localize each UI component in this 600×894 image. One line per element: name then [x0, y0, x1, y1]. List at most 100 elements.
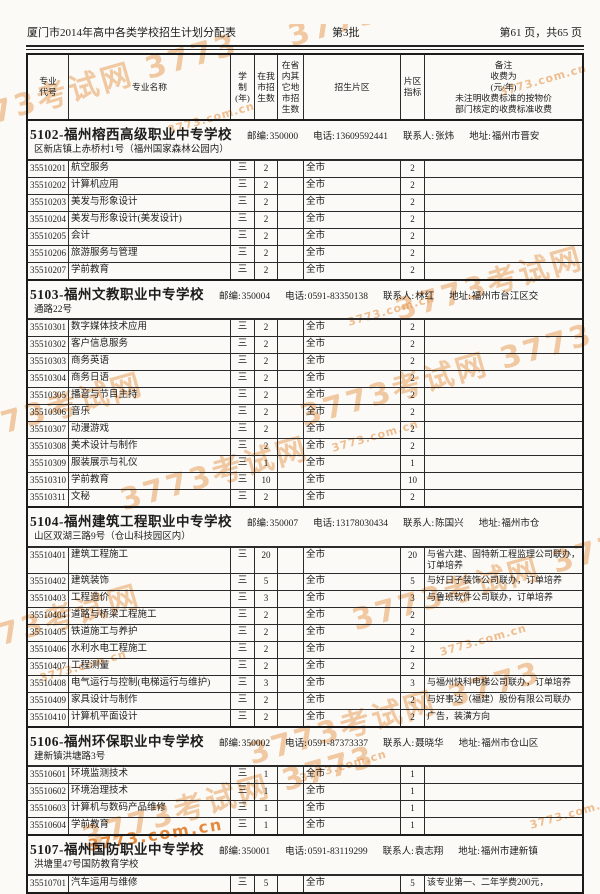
school-contact: 联系人:陈国兴: [403, 519, 464, 529]
contact-value: 聂晓华: [415, 738, 444, 749]
row-quota: 2: [401, 607, 425, 624]
table-row: 35510307 动漫游戏三 2 全市 2: [28, 421, 582, 438]
row-district: 全市: [304, 228, 401, 245]
row-name: 学前教育: [69, 818, 231, 834]
row-district: 全市: [304, 473, 401, 489]
row-other-count: [278, 245, 304, 262]
table-row: 35510406 水利水电工程施工三 2 全市 2: [28, 640, 582, 658]
row-local-count: 2: [255, 405, 278, 421]
row-years: 三: [231, 818, 255, 834]
row-years: 三: [231, 439, 255, 455]
school-title: 5103-福州文教职业中专学校: [30, 286, 204, 302]
row-quota: 2: [401, 320, 425, 336]
row-quota: 2: [401, 245, 425, 262]
row-district: 全市: [304, 590, 401, 607]
contact-label: 联系人:: [382, 291, 415, 302]
table-row: 35510409 家具设计与制作三 2 全市 2 与好事达（福建）股份有限公司联办: [28, 691, 582, 709]
row-remark: [425, 405, 582, 421]
row-local-count: 2: [255, 709, 278, 726]
row-other-count: [278, 473, 304, 489]
row-district: 全市: [304, 675, 401, 692]
row-local-count: 2: [255, 177, 278, 194]
table-row: 35510203 美发与形象设计三 2 全市 2: [28, 193, 582, 211]
school-postal: 邮编:350000: [247, 132, 298, 142]
row-years: 三: [231, 354, 255, 370]
row-years: 三: [231, 607, 255, 624]
address-value: 福州市仓: [501, 519, 540, 529]
row-district: 全市: [304, 245, 401, 262]
table-row: 35510205 会计三 2 全市 2: [28, 227, 582, 245]
row-district: 全市: [304, 607, 401, 624]
school-title: 5102-福州榕西高级职业中专学校: [30, 127, 232, 142]
row-other-count: [278, 490, 304, 506]
contact-value: 陈国兴: [435, 519, 464, 529]
row-quota: 3: [401, 675, 425, 692]
postal-value: 350007: [269, 519, 299, 529]
contact-label: 联系人:: [403, 519, 435, 529]
school-info-line: 5106-福州环保职业中专学校 邮编:350002 电话:0591-87373337…: [30, 730, 579, 751]
row-name: 旅游服务与管理: [69, 245, 231, 262]
row-other-count: [278, 590, 304, 607]
header-divider: [26, 45, 584, 50]
row-remark: [425, 490, 582, 506]
school-header: 5104-福州建筑工程职业中专学校 邮编:350007 电话:13178030434…: [28, 506, 582, 547]
row-other-count: [278, 228, 304, 245]
col-header-local: 在我 市招 生数: [255, 55, 278, 119]
row-quota: 3: [401, 590, 425, 607]
row-local-count: 3: [255, 675, 278, 692]
row-district: 全市: [304, 422, 401, 438]
row-name: 计算机与数码产品维修: [69, 801, 231, 817]
school-postal: 邮编:350004: [219, 292, 270, 302]
table-row: 35510404 道路与桥梁工程施工三 2 全市 2: [28, 606, 582, 624]
row-other-count: [278, 607, 304, 624]
row-code: 35510403: [28, 590, 69, 607]
row-district: 全市: [304, 547, 401, 573]
row-code: 35510402: [28, 573, 69, 590]
school-address-line2: 建新镇洪塘路3号: [34, 751, 106, 762]
row-code: 35510303: [28, 354, 69, 370]
row-remark: [425, 767, 582, 783]
row-remark: [425, 456, 582, 472]
row-other-count: [278, 573, 304, 590]
row-district: 全市: [304, 490, 401, 506]
row-district: 全市: [304, 405, 401, 421]
table-row: 35510310 学前教育三 10 全市 10: [28, 472, 582, 489]
row-quota: 1: [401, 456, 425, 472]
school-header: 5102-福州榕西高级职业中专学校 邮编:350000 电话:13609592441…: [28, 119, 582, 160]
row-district: 全市: [304, 194, 401, 211]
row-remark: [425, 320, 582, 336]
table-row: 35510407 工程测量三 2 全市 2: [28, 657, 582, 675]
row-quota: 2: [401, 692, 425, 709]
table-row: 35510302 客户信息服务三 2 全市 2: [28, 336, 582, 353]
row-other-count: [278, 692, 304, 709]
row-name: 数字媒体技术应用: [69, 320, 231, 336]
school-phone: 电话:0591-83350138: [285, 292, 368, 302]
table-row: 35510602 环境治理技术三 1 全市 1: [28, 783, 582, 800]
row-code: 35510602: [28, 784, 69, 800]
row-remark: [425, 801, 582, 817]
row-local-count: 2: [255, 439, 278, 455]
table-row: 35510405 铁道施工与养护三 2 全市 2: [28, 623, 582, 641]
row-remark: [425, 784, 582, 800]
row-district: 全市: [304, 784, 401, 800]
table-row: 35510601 环境监测技术三 1 全市 1: [28, 766, 582, 783]
row-remark: [425, 422, 582, 438]
row-name: 建筑装饰: [69, 573, 231, 590]
address-value: 福州市仓山区: [481, 738, 539, 749]
row-remark: 与省六建、固特新工程监理公司联办，订单培养: [427, 548, 581, 571]
row-name: 会计: [69, 228, 231, 245]
row-local-count: 2: [255, 245, 278, 262]
row-other-count: [278, 371, 304, 387]
school-address-line2: 区新店镇上赤桥村1号（福州国家森林公园内）: [34, 145, 229, 155]
table-row: 35510206 旅游服务与管理三 2 全市 2: [28, 244, 582, 262]
col-header-quota: 片区 指标: [401, 55, 425, 119]
table-row: 35510311 文秘三 2 全市 2: [28, 489, 582, 506]
col-header-code: 专业 代号: [28, 55, 69, 119]
row-local-count: 1: [255, 818, 278, 834]
row-code: 35510401: [28, 547, 69, 573]
row-name: 商务英语: [69, 354, 231, 370]
school-contact: 联系人:聂晓华: [383, 739, 444, 749]
row-quota: 2: [401, 388, 425, 404]
row-other-count: [278, 709, 304, 726]
row-other-count: [278, 875, 304, 892]
